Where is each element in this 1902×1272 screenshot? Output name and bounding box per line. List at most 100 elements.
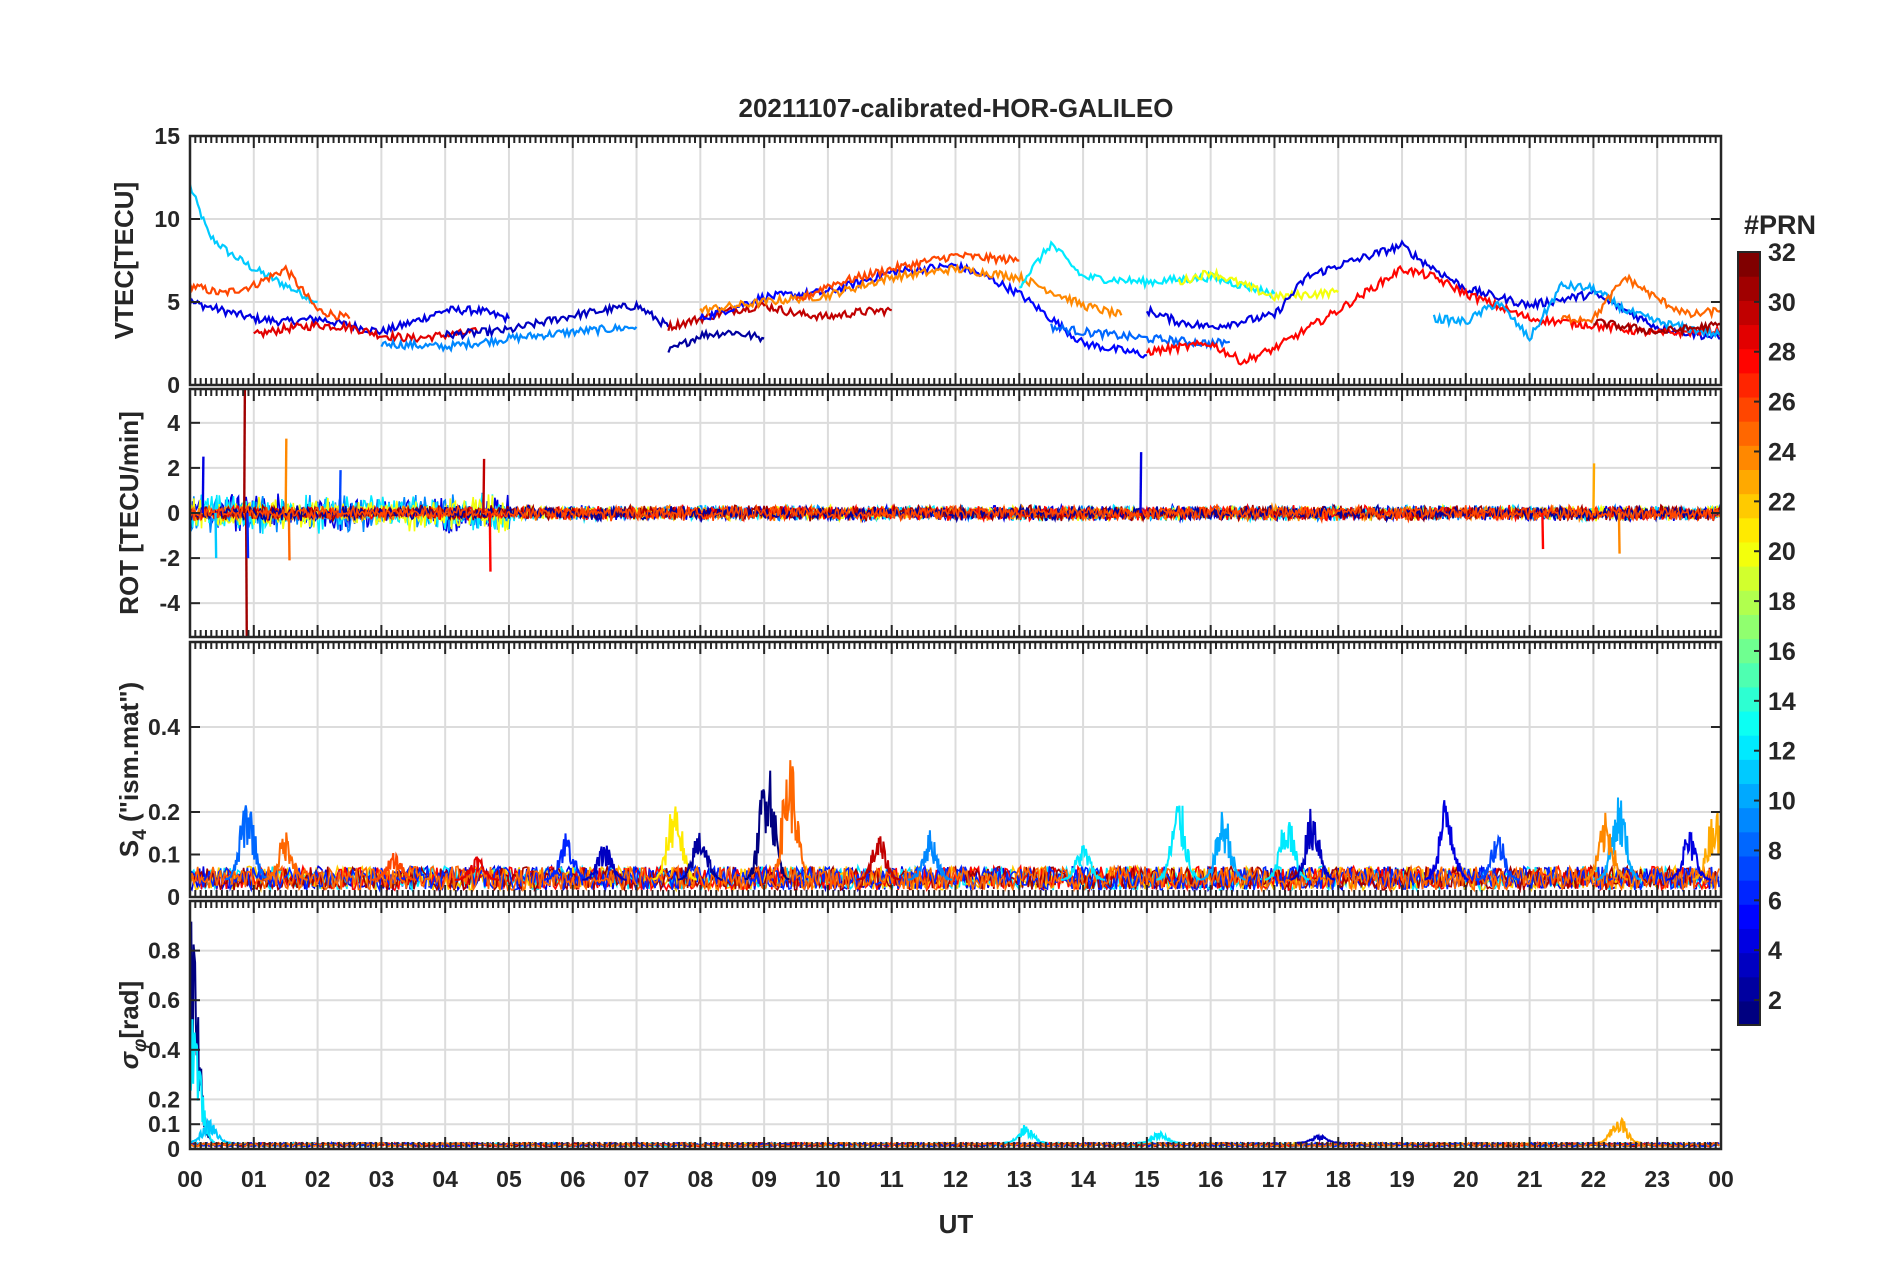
y-tick-label: 0 — [167, 372, 180, 398]
s4-burst-prn-10 — [1596, 797, 1642, 881]
y-tick-label: 15 — [154, 123, 180, 149]
colorbar-segment — [1738, 517, 1760, 543]
x-tick-label: 07 — [624, 1166, 650, 1192]
s4-burst-prn-2 — [677, 832, 723, 881]
vtec-series-prn-28 — [1145, 264, 1721, 366]
s4-burst-prn-12 — [1264, 822, 1310, 881]
x-tick-label: 23 — [1644, 1166, 1670, 1192]
x-tick-label: 00 — [177, 1166, 203, 1192]
colorbar-segment — [1738, 421, 1760, 446]
panel-s4: 0 0.1 0.2 0.4S4 ("ism.mat") — [114, 640, 1723, 910]
s4-burst-prn-4 — [1424, 800, 1469, 881]
colorbar-tick-label: 26 — [1768, 389, 1796, 417]
y-tick-label: 0.4 — [148, 1037, 180, 1063]
s4-burst-prn-25 — [766, 760, 812, 881]
x-tick-label: 14 — [1070, 1166, 1096, 1192]
colorbar-segment — [1738, 638, 1760, 664]
colorbar-segment — [1738, 976, 1760, 1002]
rot-spike — [338, 470, 342, 514]
y-tick-label: 0.8 — [148, 938, 180, 964]
x-tick-label: 10 — [815, 1166, 841, 1192]
colorbar-frame — [1737, 251, 1761, 1026]
sigma-burst-prn-12 — [1137, 1129, 1182, 1145]
vtec-series-prn-4 — [1145, 239, 1721, 341]
y-tick-label: 0 — [167, 884, 180, 910]
colorbar-segment — [1738, 469, 1760, 495]
vtec-series-prn-26 — [190, 264, 351, 321]
s4-burst-prn-4 — [1666, 831, 1712, 881]
s4-burst-prn-1 — [744, 770, 790, 881]
rot-spike — [1541, 512, 1545, 550]
colorbar-tick-label: 22 — [1768, 488, 1796, 516]
vtec-series-prn-12 — [1019, 240, 1276, 300]
chart-title: 20211107-calibrated-HOR-GALILEO — [739, 93, 1174, 123]
y-tick-label: 0.2 — [148, 799, 180, 825]
colorbar-tick-label: 30 — [1768, 289, 1796, 317]
rot-trace-prn-26 — [190, 503, 1721, 524]
colorbar-segment — [1738, 445, 1760, 471]
y-axis-label: ROT [TECU/min] — [114, 411, 144, 615]
vtec-series-prn-11 — [190, 184, 318, 305]
s4-burst-prn-25 — [263, 832, 308, 881]
s4-burst-prn-29 — [454, 856, 500, 881]
y-tick-label: -4 — [160, 590, 181, 616]
colorbar-segment — [1738, 807, 1760, 833]
y-tick-label: 0.2 — [148, 1086, 180, 1112]
vtec-series-prn-30 — [667, 301, 893, 332]
rot-spike — [244, 512, 248, 637]
colorbar-tick-label: 24 — [1768, 438, 1796, 466]
y-tick-label: 0.6 — [148, 987, 180, 1013]
series-group — [190, 389, 1721, 637]
x-tick-label: 06 — [560, 1166, 586, 1192]
colorbar-tick-label: 4 — [1768, 937, 1782, 965]
colorbar-tick-label: 2 — [1768, 987, 1782, 1015]
colorbar-tick-label: 20 — [1768, 538, 1796, 566]
x-tick-label: 19 — [1389, 1166, 1415, 1192]
y-tick-label: 0.1 — [148, 1111, 180, 1137]
x-tick-label: 18 — [1325, 1166, 1351, 1192]
vtec-series-prn-9 — [380, 322, 638, 353]
x-tick-label: 11 — [880, 1166, 905, 1192]
colorbar-segment — [1738, 590, 1760, 615]
sigma-burst-prn-12 — [1003, 1125, 1048, 1144]
y-tick-label: 5 — [167, 289, 180, 315]
s4-burst-prn-12 — [1060, 844, 1106, 881]
rot-spike — [287, 512, 291, 561]
x-tick-label: 09 — [751, 1166, 777, 1192]
x-tick-label: 03 — [369, 1166, 395, 1192]
s4-burst-prn-6 — [543, 833, 589, 881]
colorbar-segment — [1738, 348, 1760, 374]
x-tick-label: 20 — [1453, 1166, 1479, 1192]
rot-spike — [214, 512, 218, 559]
x-tick-label: 16 — [1198, 1166, 1224, 1192]
s4-trace-prn-25 — [190, 863, 1720, 893]
colorbar-segment — [1738, 710, 1760, 736]
colorbar-segment — [1738, 252, 1760, 277]
x-tick-label: 00 — [1708, 1166, 1734, 1192]
s4-burst-prn-30 — [856, 836, 902, 881]
x-tick-label: 05 — [496, 1166, 522, 1192]
colorbar-segment — [1738, 541, 1760, 567]
vtec-series-prn-25 — [1560, 273, 1721, 325]
colorbar-tick-label: 6 — [1768, 887, 1782, 915]
vtec-series-prn-29 — [253, 320, 479, 344]
colorbar-segment — [1738, 783, 1760, 809]
s4-burst-prn-3 — [582, 845, 627, 881]
vtec-series-prn-2 — [667, 328, 765, 353]
x-tick-label: 01 — [241, 1166, 267, 1192]
s4-trace-prn-6 — [190, 863, 1720, 894]
rot-spike — [1139, 452, 1143, 514]
colorbar-segment — [1738, 324, 1760, 350]
x-tick-label: 02 — [305, 1166, 331, 1192]
colorbar-tick-label: 8 — [1768, 837, 1782, 865]
x-tick-label: 12 — [943, 1166, 969, 1192]
y-axis-label: VTEC[TECU] — [109, 182, 139, 339]
colorbar-tick-label: 16 — [1768, 638, 1796, 666]
colorbar-segment — [1738, 904, 1760, 929]
vtec-series-prn-31 — [1593, 318, 1721, 337]
x-tick-label: 22 — [1581, 1166, 1607, 1192]
x-tick-label: 08 — [688, 1166, 714, 1192]
y-tick-label: 0.1 — [148, 842, 180, 868]
